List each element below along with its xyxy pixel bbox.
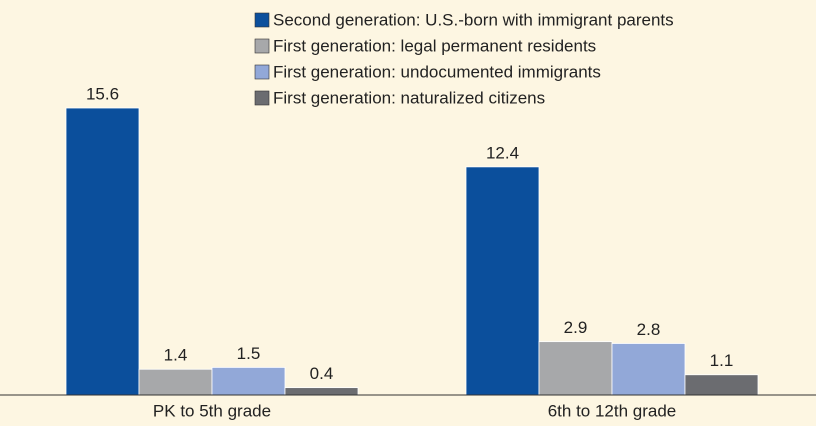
bar — [138, 368, 213, 396]
value-label: 1.1 — [710, 351, 734, 370]
bar — [465, 166, 540, 396]
bar — [211, 367, 286, 396]
legend-label: First generation: legal permanent reside… — [273, 36, 596, 55]
bar — [65, 107, 140, 396]
value-label: 2.9 — [564, 318, 588, 337]
value-label: 12.4 — [486, 143, 519, 162]
value-label: 2.8 — [637, 320, 661, 339]
bar — [284, 387, 359, 396]
x-tick-label: 6th to 12th grade — [548, 401, 677, 420]
bar — [538, 341, 613, 396]
legend-swatch — [254, 90, 270, 106]
legend-swatch — [254, 12, 270, 28]
x-tick-label: PK to 5th grade — [153, 401, 271, 420]
legend-swatch — [254, 38, 270, 54]
value-label: 1.5 — [237, 344, 261, 363]
value-label: 0.4 — [310, 364, 334, 383]
legend-label: First generation: naturalized citizens — [273, 88, 545, 107]
value-label: 1.4 — [164, 346, 188, 365]
bar — [684, 374, 759, 396]
legend-label: First generation: undocumented immigrant… — [273, 62, 601, 81]
legend-swatch — [254, 64, 270, 80]
value-label: 15.6 — [86, 84, 119, 103]
legend-label: Second generation: U.S.-born with immigr… — [273, 10, 674, 29]
bar — [611, 343, 686, 396]
